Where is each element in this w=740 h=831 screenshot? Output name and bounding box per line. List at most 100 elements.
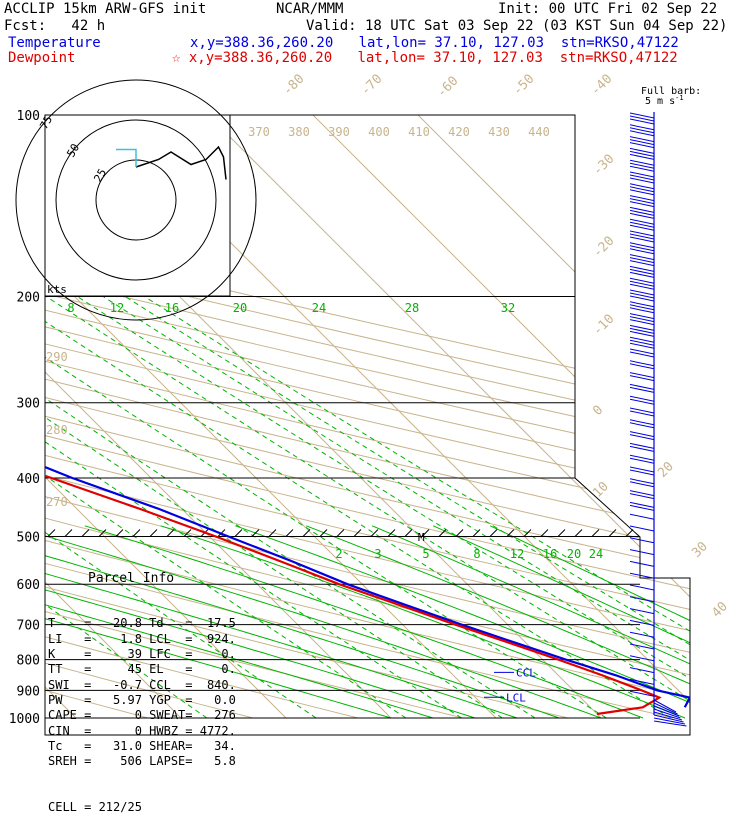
barb-legend-units: 5 m s-1	[645, 94, 684, 107]
pressure-tick-label: 900	[17, 684, 40, 699]
theta-label: 440	[528, 125, 550, 139]
hatch-mark	[320, 529, 327, 536]
parcel-info-title: Parcel Info	[48, 571, 230, 586]
pressure-tick-label: 600	[17, 578, 40, 593]
parcel-row: CAPE = 0 SWEAT= 276	[48, 708, 230, 723]
mixing-ratio-label: 2	[335, 547, 342, 561]
hatch-mark	[337, 529, 344, 536]
parcel-row: Tc = 31.0 SHEAR= 34.	[48, 739, 230, 754]
wind-barb	[630, 550, 654, 555]
hatch-mark	[116, 529, 123, 536]
pressure-tick-label: 1000	[9, 712, 40, 727]
hatch-mark	[82, 529, 89, 536]
pressure-tick-label: 300	[17, 397, 40, 412]
isotherm-label: -10	[590, 312, 617, 339]
hatch-mark	[490, 529, 497, 536]
hatch-mark	[405, 529, 412, 536]
parcel-row: SREH = 506 LAPSE= 5.8	[48, 754, 230, 769]
pressure-tick-label: 400	[17, 472, 40, 487]
parcel-row: PW = 5.97 YGP = 0.0	[48, 693, 230, 708]
isotherm-label: -20	[590, 234, 617, 261]
mixing-ratio-label: 8	[473, 547, 480, 561]
annotation-lcl: LCL	[506, 691, 526, 704]
wind-barb	[630, 526, 654, 531]
hatch-mark	[575, 529, 582, 536]
mixing-ratio-label: 24	[589, 547, 603, 561]
parcel-row: LI = 1.8 LCL = 924.	[48, 632, 230, 647]
wind-barb	[630, 632, 654, 637]
mixing-ratio-label: 3	[374, 547, 381, 561]
theta-label: 420	[448, 125, 470, 139]
parcel-row: T = 20.8 Td = 17.5	[48, 616, 230, 631]
pressure-tick-label: 800	[17, 654, 40, 669]
parcel-cell: CELL = 212/25	[48, 800, 230, 815]
pressure-tick-label: 200	[17, 291, 40, 306]
hatch-mark	[286, 529, 293, 536]
wind-barbs	[630, 112, 687, 726]
theta-label: 290	[46, 350, 68, 364]
wind-barb	[630, 514, 654, 519]
mixing-ratio-label: 20	[567, 547, 581, 561]
hatch-mark	[592, 529, 599, 536]
mixing-ratio-label: 24	[312, 301, 326, 315]
wind-barb	[630, 668, 654, 673]
barb-legend-exp: -1	[675, 94, 683, 102]
isotherm-label: 0	[590, 403, 606, 419]
mixing-ratio-label: 5	[422, 547, 429, 561]
mixing-ratio-label: 16	[543, 547, 557, 561]
parcel-row: TT = 45 EL = 0.	[48, 662, 230, 677]
isotherm-label: -30	[590, 152, 617, 179]
pressure-tick-label: 100	[17, 109, 40, 124]
annotation-m: M	[418, 531, 425, 544]
wind-barb	[654, 703, 678, 714]
parcel-row: CIN = 0 HWBZ = 4772.	[48, 724, 230, 739]
isotherm-label: 20	[655, 459, 677, 481]
mixing-ratio-label: 12	[110, 301, 124, 315]
hatch-mark	[65, 529, 72, 536]
theta-label: 430	[488, 125, 510, 139]
barb-legend-units-text: 5 m s	[645, 96, 675, 107]
hatch-mark	[456, 529, 463, 536]
hatch-mark	[541, 529, 548, 536]
isotherm-label: 40	[709, 599, 731, 621]
mixing-ratio-label: 8	[67, 301, 74, 315]
isotherm-label: -40	[588, 72, 615, 99]
wind-barb	[630, 561, 654, 566]
theta-label: 270	[46, 495, 68, 509]
isotherm-label: -50	[510, 72, 537, 99]
mixing-ratio-label: 20	[233, 301, 247, 315]
hatch-mark	[48, 529, 55, 536]
mixing-ratio-label: 32	[501, 301, 515, 315]
theta-label: 400	[368, 125, 390, 139]
isotherm-line	[208, 115, 740, 718]
theta-label: 280	[46, 423, 68, 437]
hatch-mark	[133, 529, 140, 536]
isotherm-label: 30	[689, 539, 711, 561]
parcel-row: SWI = -0.7 CCL = 840.	[48, 678, 230, 693]
isotherm-label: -80	[280, 72, 307, 99]
hatch-mark	[303, 529, 310, 536]
pressure-tick-label: 700	[17, 619, 40, 634]
hatch-mark	[558, 529, 565, 536]
theta-label: 380	[288, 125, 310, 139]
wind-barb	[630, 585, 654, 590]
annotation-ccl: CCL	[516, 666, 536, 679]
theta-label: 410	[408, 125, 430, 139]
parcel-row: K = 39 LFC = 0.	[48, 647, 230, 662]
isotherm-label: -70	[358, 72, 385, 99]
hodograph-units: kts	[47, 283, 67, 296]
hatch-mark	[235, 529, 242, 536]
isotherm-label: -60	[434, 74, 461, 101]
hatch-mark	[167, 529, 174, 536]
theta-label: 390	[328, 125, 350, 139]
theta-label: 370	[248, 125, 270, 139]
mixing-ratio-label: 12	[510, 547, 524, 561]
hatch-mark	[150, 529, 157, 536]
mixing-ratio-label: 28	[405, 301, 419, 315]
pressure-tick-label: 500	[17, 530, 40, 545]
isotherm-label: 10	[590, 479, 612, 501]
hodograph-frame	[45, 115, 230, 296]
